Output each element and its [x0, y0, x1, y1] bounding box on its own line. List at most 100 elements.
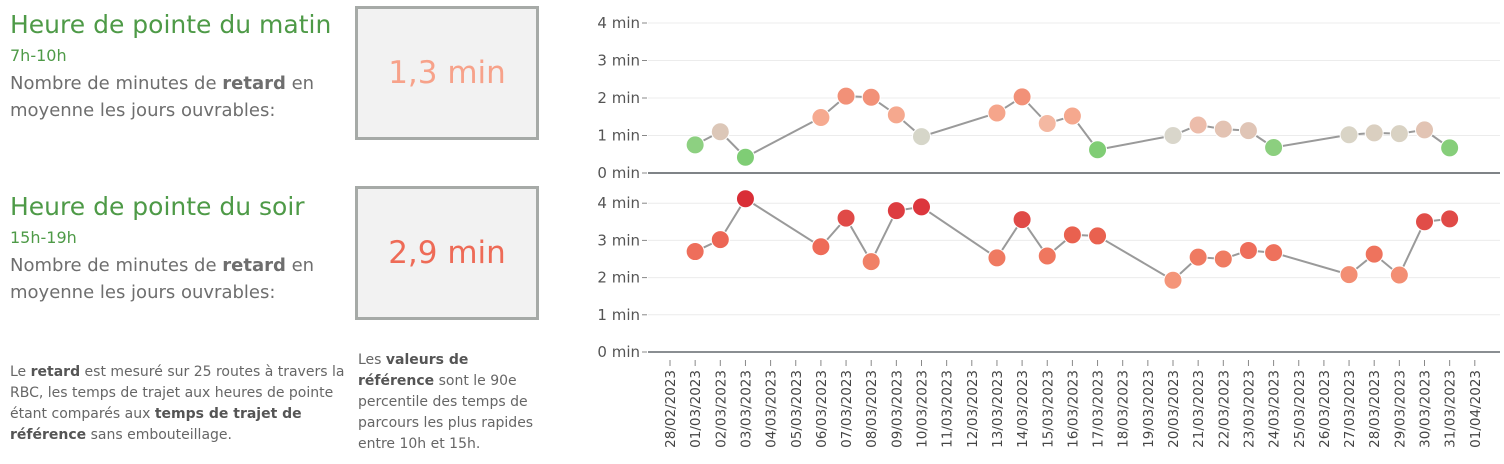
x-tick-label: 12/03/2023 [965, 370, 981, 448]
note-bold: retard [30, 364, 81, 380]
morning-desc-text-end: en moyenne les jours ouvrables: [10, 73, 315, 121]
data-point [1264, 138, 1284, 157]
x-tick-label: 30/03/2023 [1418, 370, 1434, 448]
x-tick-label: 31/03/2023 [1443, 370, 1459, 448]
data-point [710, 230, 730, 250]
data-point [1264, 243, 1284, 263]
x-tick-label: 01/04/2023 [1468, 370, 1484, 448]
data-point [735, 189, 755, 209]
reference-values-note: Les valeurs de référence sont le 90e per… [358, 350, 538, 455]
x-tick-label: 11/03/2023 [940, 370, 956, 448]
data-point [1440, 138, 1460, 158]
x-tick-label: 21/03/2023 [1191, 370, 1207, 448]
data-point [1364, 123, 1384, 143]
y-tick-label: 2 min [597, 89, 640, 107]
data-point [1415, 120, 1434, 140]
note-text: Les [358, 352, 386, 368]
data-point [1364, 244, 1384, 264]
evening-kpi-value: 2,9 min [388, 235, 506, 271]
evening-desc-text-end: en moyenne les jours ouvrables: [10, 255, 315, 303]
evening-desc-text: Nombre de minutes de [10, 255, 223, 276]
series-line [694, 95, 1451, 159]
x-tick-label: 29/03/2023 [1392, 370, 1408, 448]
data-point [1213, 249, 1233, 269]
data-point [1440, 209, 1460, 229]
x-tick-label: 14/03/2023 [1015, 370, 1031, 448]
x-tick-label: 05/03/2023 [789, 370, 805, 448]
data-point [836, 86, 856, 106]
evening-hours: 15h-19h [10, 228, 77, 247]
y-tick-label: 3 min [597, 231, 640, 249]
data-point [710, 122, 730, 142]
y-tick-label: 4 min [597, 14, 640, 32]
data-point [1238, 240, 1258, 260]
x-tick-label: 23/03/2023 [1241, 370, 1257, 448]
delay-definition-note: Le retard est mesuré sur 25 routes à tra… [10, 362, 345, 446]
note-text: sont le 90e percentile des temps de parc… [358, 373, 534, 452]
evening-title: Heure de pointe du soir [10, 192, 305, 221]
data-point [886, 105, 906, 125]
x-tick-label: 18/03/2023 [1116, 370, 1132, 448]
morning-description: Nombre de minutes de retard en moyenne l… [10, 70, 340, 124]
y-tick-label: 4 min [597, 194, 640, 212]
note-bold: temps de trajet de référence [10, 406, 302, 443]
morning-desc-text: Nombre de minutes de [10, 73, 223, 94]
x-tick-label: 10/03/2023 [915, 370, 931, 448]
note-text: sans embouteillage. [86, 427, 232, 443]
x-tick-label: 09/03/2023 [889, 370, 905, 448]
data-point [685, 135, 705, 155]
x-tick-label: 19/03/2023 [1141, 370, 1157, 448]
data-point [987, 248, 1007, 268]
x-tick-label: 17/03/2023 [1091, 370, 1107, 448]
data-point [1213, 119, 1233, 139]
data-point [836, 208, 856, 228]
data-point [1012, 210, 1032, 230]
data-point [1339, 265, 1359, 285]
data-point [1163, 270, 1183, 290]
x-tick-label: 20/03/2023 [1166, 370, 1182, 448]
x-tick-label: 13/03/2023 [990, 370, 1006, 448]
x-tick-label: 28/03/2023 [1367, 370, 1383, 448]
data-point [1037, 246, 1057, 266]
data-point [1389, 265, 1409, 285]
data-point [1062, 106, 1082, 126]
data-point [861, 87, 881, 107]
x-tick-label: 24/03/2023 [1267, 370, 1283, 448]
data-point [912, 197, 931, 217]
evening-kpi-box: 2,9 min [355, 186, 539, 320]
x-tick-label: 16/03/2023 [1065, 370, 1081, 448]
data-point [811, 108, 831, 127]
morning-hours: 7h-10h [10, 46, 67, 65]
morning-title: Heure de pointe du matin [10, 10, 332, 39]
x-tick-label: 25/03/2023 [1292, 370, 1308, 448]
data-point [1389, 124, 1409, 144]
data-point [685, 242, 705, 262]
morning-desc-bold: retard [222, 73, 286, 94]
data-point [987, 103, 1007, 123]
data-point [1238, 121, 1258, 141]
data-point [1088, 140, 1108, 160]
data-point [1188, 247, 1208, 267]
note-text: est mesuré sur 25 routes à travers la RB… [10, 364, 345, 422]
data-point [1037, 114, 1057, 133]
data-point [912, 127, 931, 147]
x-tick-label: 22/03/2023 [1216, 370, 1232, 448]
note-bold: valeurs de référence [358, 352, 469, 389]
x-tick-label: 04/03/2023 [764, 370, 780, 448]
y-tick-label: 3 min [597, 52, 640, 70]
data-point [1339, 125, 1359, 145]
x-tick-label: 28/02/2023 [663, 370, 679, 448]
data-point [1188, 115, 1208, 135]
note-text: Le [10, 364, 31, 380]
data-point [886, 201, 906, 221]
morning-kpi-value: 1,3 min [388, 55, 506, 91]
data-point [1163, 126, 1183, 145]
data-point [1012, 87, 1032, 107]
x-tick-label: 07/03/2023 [839, 370, 855, 448]
data-point [811, 237, 831, 257]
data-point [1062, 225, 1082, 245]
y-tick-label: 1 min [597, 306, 640, 324]
x-tick-label: 26/03/2023 [1317, 370, 1333, 448]
y-tick-label: 0 min [597, 164, 640, 182]
